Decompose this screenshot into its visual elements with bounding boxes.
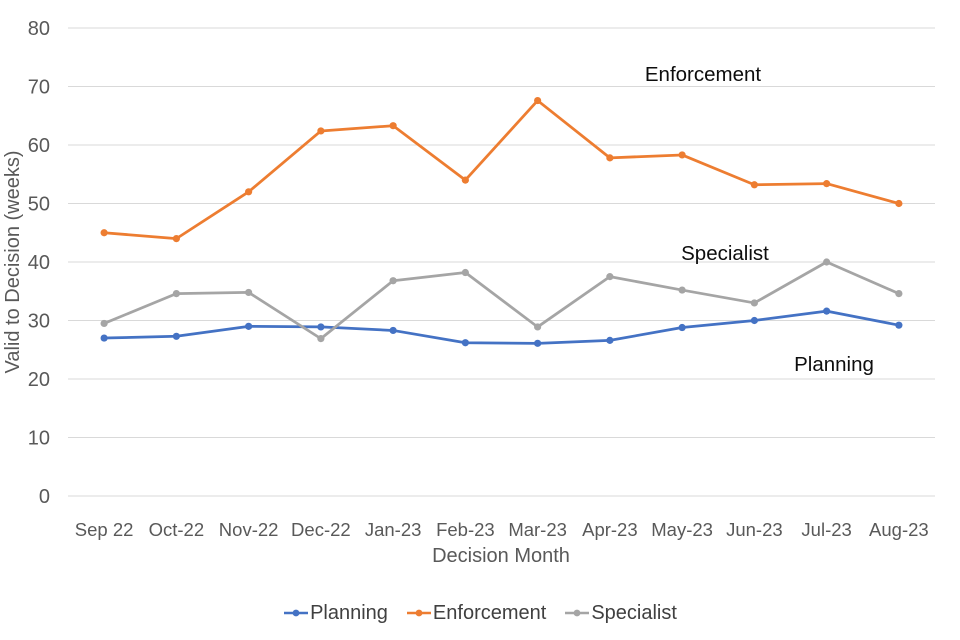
marker-specialist — [245, 288, 253, 297]
x-tick-label: May-23 — [651, 519, 713, 540]
marker-specialist — [461, 268, 469, 277]
marker-planning — [534, 339, 542, 347]
marker-enforcement — [245, 188, 253, 196]
y-tick-label: 60 — [28, 135, 50, 157]
marker-specialist — [895, 289, 903, 298]
x-tick-labels: Sep 22 Oct-22 Nov-22 Dec-22 Jan-23 Feb-23 Mar-… — [75, 519, 929, 540]
marker-specialist — [317, 335, 325, 343]
x-tick-label: Nov-22 — [219, 519, 279, 540]
series-line-planning — [102, 309, 901, 345]
x-tick-label: Aug-23 — [869, 519, 929, 540]
marker-enforcement — [606, 154, 614, 162]
marker-planning — [461, 339, 469, 347]
legend-label: Planning — [310, 602, 388, 624]
marker-specialist — [823, 258, 831, 266]
series-line-enforcement — [102, 99, 901, 240]
series-lines — [102, 99, 901, 345]
marker-enforcement — [461, 176, 469, 184]
x-tick-label: Jun-23 — [726, 519, 783, 540]
y-tick-label: 20 — [28, 369, 50, 391]
marker-enforcement — [172, 235, 180, 243]
marker-enforcement — [100, 229, 108, 237]
series-annotation: Planning — [794, 353, 874, 376]
marker-planning — [678, 323, 686, 332]
series-markers — [100, 96, 903, 347]
y-tick-label: 80 — [28, 18, 50, 40]
legend: Planning Enforcement Specialist — [0, 603, 960, 623]
x-tick-label: Apr-23 — [582, 519, 638, 540]
legend-label: Specialist — [591, 602, 677, 624]
y-axis-title: Valid to Decision (weeks) — [2, 150, 24, 373]
marker-enforcement — [317, 127, 325, 135]
y-tick-label: 10 — [28, 428, 50, 450]
marker-planning — [172, 332, 180, 340]
x-tick-label: Sep 22 — [75, 519, 134, 540]
annotations: Enforcement Specialist Planning — [645, 63, 874, 376]
series-line-specialist — [102, 260, 901, 341]
x-tick-label: Jan-23 — [365, 519, 422, 540]
marker-enforcement — [750, 181, 758, 189]
y-tick-labels: 0 10 20 30 40 50 60 70 80 — [28, 18, 50, 508]
y-tick-label: 70 — [28, 77, 50, 99]
legend-marker-icon — [565, 609, 590, 617]
legend-marker-icon — [284, 609, 309, 617]
marker-specialist — [606, 273, 614, 281]
gridlines — [68, 27, 935, 497]
marker-planning — [750, 316, 758, 325]
legend-item-specialist: Specialist — [564, 603, 677, 623]
marker-planning — [100, 334, 108, 342]
marker-enforcement — [678, 151, 686, 159]
marker-specialist — [750, 299, 758, 307]
marker-specialist — [100, 319, 108, 328]
marker-planning — [895, 321, 903, 329]
marker-specialist — [389, 277, 397, 285]
legend-marker-icon — [406, 609, 431, 617]
marker-specialist — [172, 289, 180, 298]
marker-specialist — [678, 286, 686, 294]
marker-enforcement — [895, 199, 903, 208]
legend-item-planning: Planning — [283, 603, 388, 623]
x-tick-label: Feb-23 — [436, 519, 495, 540]
x-tick-label: Jul-23 — [801, 519, 851, 540]
legend-label: Enforcement — [432, 602, 547, 624]
series-annotation: Specialist — [681, 242, 769, 265]
x-tick-label: Oct-22 — [149, 519, 205, 540]
y-tick-label: 50 — [28, 194, 50, 216]
marker-specialist — [534, 323, 542, 331]
marker-enforcement — [389, 122, 397, 130]
y-tick-label: 0 — [39, 486, 50, 508]
y-tick-label: 30 — [28, 311, 50, 333]
legend-item-enforcement: Enforcement — [406, 603, 546, 623]
x-axis-title: Decision Month — [432, 545, 570, 567]
marker-planning — [823, 307, 831, 315]
marker-planning — [245, 322, 253, 330]
marker-enforcement — [534, 96, 542, 105]
y-tick-label: 40 — [28, 252, 50, 274]
series-annotation: Enforcement — [645, 63, 762, 86]
marker-planning — [389, 326, 397, 335]
marker-planning — [317, 323, 325, 331]
x-tick-label: Mar-23 — [508, 519, 567, 540]
x-tick-label: Dec-22 — [291, 519, 351, 540]
marker-planning — [606, 336, 614, 344]
marker-enforcement — [823, 180, 831, 188]
